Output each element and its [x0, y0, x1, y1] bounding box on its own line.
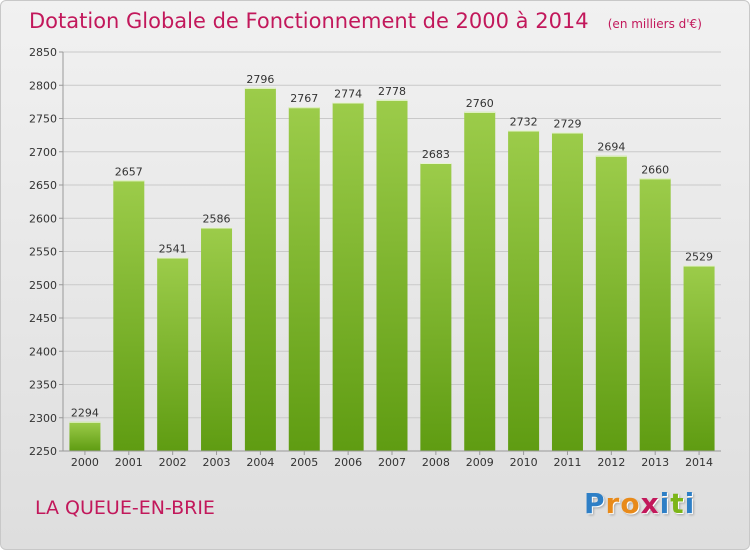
x-tick-label: 2006 [334, 456, 362, 469]
proxiti-logo[interactable]: Proxiti [584, 487, 695, 520]
y-tick-label: 2850 [29, 46, 57, 59]
data-labels: 2294 2657 2541 2586 2796 2767 2774 2778 2683 2760… [71, 73, 713, 420]
data-label: 2729 [553, 117, 581, 130]
y-tick-label: 2750 [29, 113, 57, 126]
y-tick-label: 2550 [29, 246, 57, 259]
x-tick-label: 2001 [115, 456, 143, 469]
logo-letter: x [640, 487, 660, 520]
bar-2007 [376, 99, 408, 451]
x-tick-label: 2000 [71, 456, 99, 469]
bar-2008 [420, 163, 452, 451]
y-tick-label: 2450 [29, 312, 57, 325]
bar-2002 [157, 257, 189, 451]
data-label: 2586 [203, 213, 231, 226]
bar-2011 [551, 132, 583, 451]
bar-2003 [201, 227, 233, 451]
logo-letter: t [670, 487, 685, 520]
x-tick-label: 2005 [290, 456, 318, 469]
x-axis: 2000 2001 2002 2003 2004 2005 2006 2007 2008 2009… [63, 450, 721, 469]
bar-2006 [332, 102, 364, 451]
x-tick-label: 2012 [597, 456, 625, 469]
bar-2001 [113, 180, 145, 451]
data-label: 2732 [510, 115, 538, 128]
chart-title: Dotation Globale de Fonctionnement de 20… [29, 9, 589, 33]
bar-2005 [288, 107, 320, 451]
logo-letter: i [684, 487, 696, 520]
title-row: Dotation Globale de Fonctionnement de 20… [29, 9, 702, 33]
bar-2013 [639, 178, 671, 451]
x-tick-label: 2014 [685, 456, 713, 469]
x-tick-label: 2004 [246, 456, 274, 469]
x-tick-label: 2011 [553, 456, 581, 469]
y-tick-label: 2250 [29, 445, 57, 458]
data-label: 2796 [246, 73, 274, 86]
data-label: 2694 [597, 141, 625, 154]
y-tick-label: 2350 [29, 379, 57, 392]
x-tick-label: 2002 [159, 456, 187, 469]
x-tick-label: 2008 [422, 456, 450, 469]
logo-letter: r [605, 487, 621, 520]
data-label: 2767 [290, 92, 318, 105]
y-tick-label: 2700 [29, 146, 57, 159]
bar-2014 [683, 265, 715, 451]
logo-letter: o [620, 487, 641, 520]
data-label: 2529 [685, 250, 713, 263]
data-label: 2657 [115, 165, 143, 178]
data-label: 2778 [378, 85, 406, 98]
data-label: 2541 [159, 242, 187, 255]
bar-2004 [244, 87, 276, 451]
y-tick-label: 2400 [29, 345, 57, 358]
data-label: 2294 [71, 407, 99, 420]
logo-letter: i [659, 487, 671, 520]
y-tick-label: 2300 [29, 412, 57, 425]
y-tick-label: 2500 [29, 279, 57, 292]
data-label: 2683 [422, 148, 450, 161]
x-tick-label: 2003 [203, 456, 231, 469]
data-label: 2660 [641, 163, 669, 176]
x-tick-label: 2013 [641, 456, 669, 469]
bar-2009 [464, 111, 496, 451]
x-tick-label: 2010 [510, 456, 538, 469]
y-tick-label: 2600 [29, 212, 57, 225]
logo-letter: P [584, 487, 606, 520]
y-axis: 2250 2300 2350 2400 2450 2500 2550 2600 2650 2700… [29, 46, 64, 458]
bar-2012 [595, 155, 627, 452]
bars [69, 87, 715, 452]
bar-2000 [69, 421, 101, 451]
y-tick-label: 2650 [29, 179, 57, 192]
data-label: 2760 [466, 97, 494, 110]
y-tick-label: 2800 [29, 79, 57, 92]
x-tick-label: 2009 [466, 456, 494, 469]
chart-subtitle: (en milliers d'€) [607, 17, 702, 31]
data-label: 2774 [334, 88, 362, 101]
x-tick-label: 2007 [378, 456, 406, 469]
commune-name: LA QUEUE-EN-BRIE [35, 497, 215, 519]
bar-2010 [508, 130, 540, 451]
